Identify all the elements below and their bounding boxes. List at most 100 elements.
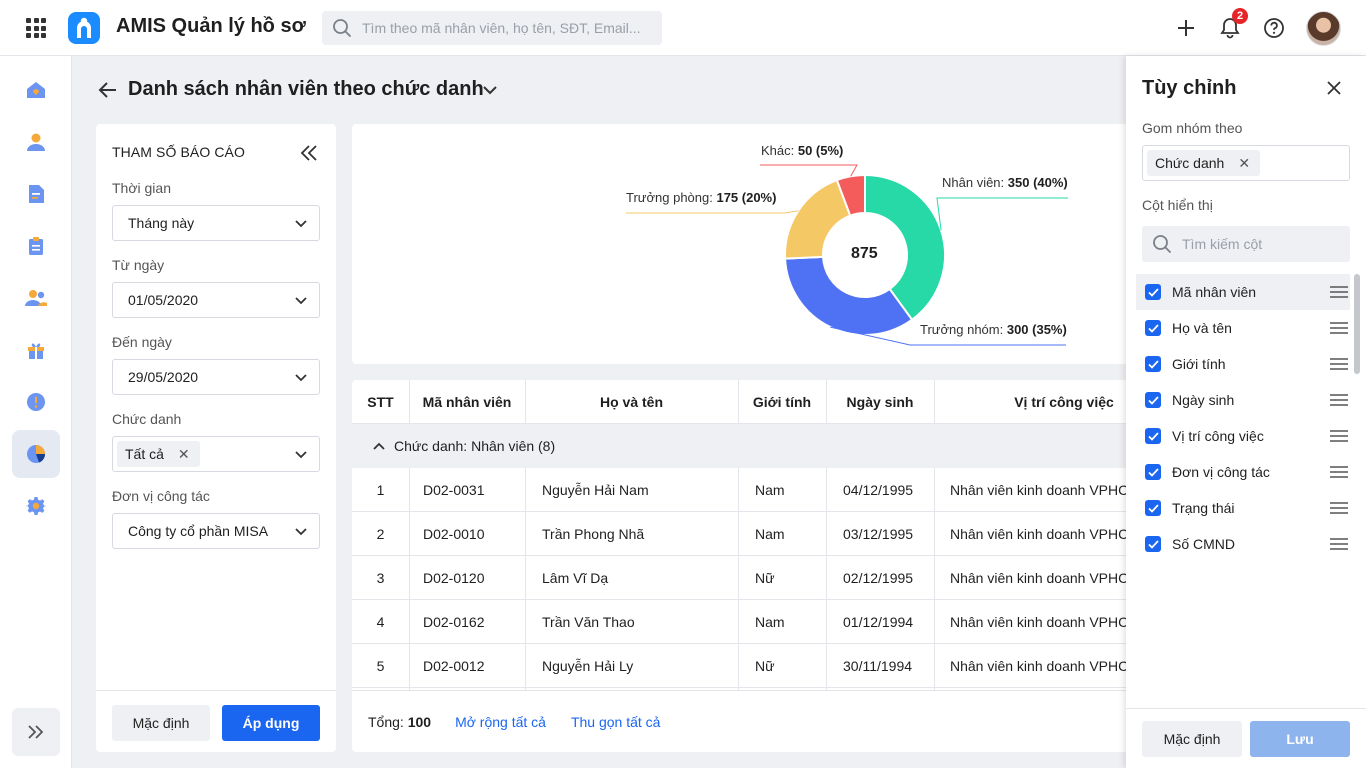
time-select[interactable]: Tháng này bbox=[112, 205, 320, 241]
notification-bell-icon[interactable]: 2 bbox=[1216, 8, 1248, 42]
column-item[interactable]: Ngày sinh bbox=[1136, 382, 1350, 418]
time-value: Tháng này bbox=[128, 215, 195, 231]
column-checkbox[interactable] bbox=[1145, 356, 1161, 372]
table-row[interactable]: 4 D02-0162 Trần Văn Thao Nam 01/12/1994 Nhân … bbox=[352, 600, 1152, 644]
row-full-name: Lâm Vĩ Dạ bbox=[542, 570, 609, 586]
group-by-tag-label: Chức danh bbox=[1155, 155, 1225, 171]
expand-nav-button[interactable] bbox=[12, 708, 60, 756]
app-grid-icon[interactable] bbox=[26, 18, 46, 38]
drag-handle-icon[interactable] bbox=[1330, 429, 1348, 443]
search-icon bbox=[1153, 235, 1171, 253]
drag-handle-icon[interactable] bbox=[1330, 285, 1348, 299]
column-item[interactable]: Giới tính bbox=[1136, 346, 1350, 382]
column-item[interactable]: Họ và tên bbox=[1136, 310, 1350, 346]
document-icon[interactable] bbox=[12, 170, 60, 218]
table-row[interactable]: 3 D02-0120 Lâm Vĩ Dạ Nữ 02/12/1995 Nhân viên … bbox=[352, 556, 1152, 600]
column-checkbox[interactable] bbox=[1145, 536, 1161, 552]
slice-label-value: 175 (20%) bbox=[716, 190, 777, 205]
collapse-all-link[interactable]: Thu gọn tất cả bbox=[570, 713, 661, 730]
person-icon[interactable] bbox=[12, 118, 60, 166]
column-item-label: Ngày sinh bbox=[1172, 392, 1235, 408]
chevron-down-icon[interactable] bbox=[480, 80, 500, 100]
column-item-label: Mã nhân viên bbox=[1172, 284, 1257, 300]
report-pie-icon[interactable] bbox=[12, 430, 60, 478]
job-title-select[interactable]: Tất cả ✕ bbox=[112, 436, 320, 472]
column-header[interactable]: STT bbox=[367, 394, 394, 410]
apply-button[interactable]: Áp dụng bbox=[222, 705, 320, 741]
group-icon[interactable] bbox=[12, 274, 60, 322]
global-search[interactable] bbox=[322, 11, 662, 45]
remove-tag-icon[interactable]: ✕ bbox=[177, 445, 190, 462]
to-date-select[interactable]: 29/05/2020 bbox=[112, 359, 320, 395]
home-icon[interactable] bbox=[12, 66, 60, 114]
collapse-panel-icon[interactable] bbox=[298, 142, 320, 164]
drag-handle-icon[interactable] bbox=[1330, 537, 1348, 551]
column-item[interactable]: Đơn vị công tác bbox=[1136, 454, 1350, 490]
remove-tag-icon[interactable]: ✕ bbox=[1238, 154, 1251, 171]
column-header[interactable]: Ngày sinh bbox=[846, 394, 914, 410]
save-button[interactable]: Lưu bbox=[1250, 721, 1350, 757]
column-checkbox[interactable] bbox=[1145, 320, 1161, 336]
column-item[interactable]: Mã nhân viên bbox=[1136, 274, 1350, 310]
column-item[interactable]: Số CMND bbox=[1136, 526, 1350, 562]
column-header[interactable]: Họ và tên bbox=[599, 394, 663, 410]
search-input[interactable] bbox=[362, 20, 652, 36]
chevron-up-icon[interactable] bbox=[372, 439, 386, 453]
slice-label-value: 350 (40%) bbox=[1007, 175, 1068, 190]
from-date-select[interactable]: 01/05/2020 bbox=[112, 282, 320, 318]
column-list-scrollbar[interactable] bbox=[1354, 274, 1360, 374]
table-header: STT Mã nhân viên Họ và tên Giới tính Ngà… bbox=[352, 380, 1152, 424]
column-checkbox[interactable] bbox=[1145, 392, 1161, 408]
customize-default-button[interactable]: Mặc định bbox=[1142, 721, 1242, 757]
column-search-input[interactable] bbox=[1182, 236, 1342, 252]
column-item-label: Đơn vị công tác bbox=[1172, 464, 1270, 480]
column-checkbox[interactable] bbox=[1145, 284, 1161, 300]
column-item[interactable]: Vị trí công việc bbox=[1136, 418, 1350, 454]
column-header[interactable]: Vị trí công việc bbox=[1014, 394, 1114, 410]
drag-handle-icon[interactable] bbox=[1330, 501, 1348, 515]
donut-slice[interactable] bbox=[835, 173, 866, 217]
row-employee-code: D02-0120 bbox=[423, 570, 485, 586]
user-avatar[interactable] bbox=[1306, 11, 1341, 46]
group-row[interactable]: Chức danh: Nhân viên (8) bbox=[352, 424, 1152, 468]
unit-select[interactable]: Công ty cổ phần MISA bbox=[112, 513, 320, 549]
column-checkbox[interactable] bbox=[1145, 500, 1161, 516]
add-icon[interactable] bbox=[1172, 14, 1200, 42]
gear-icon[interactable] bbox=[12, 482, 60, 530]
column-checkbox[interactable] bbox=[1145, 428, 1161, 444]
table-row[interactable]: 2 D02-0010 Trần Phong Nhã Nam 03/12/1995 Nhân… bbox=[352, 512, 1152, 556]
help-icon[interactable] bbox=[1260, 14, 1288, 42]
row-stt: 2 bbox=[376, 526, 385, 542]
expand-all-link[interactable]: Mở rộng tất cả bbox=[455, 713, 546, 730]
column-item-label: Vị trí công việc bbox=[1172, 428, 1264, 444]
donut-slice[interactable] bbox=[864, 173, 946, 322]
page-title: Danh sách nhân viên theo chức danh bbox=[128, 78, 484, 100]
table-row[interactable]: 5 D02-0012 Nguyễn Hải Ly Nữ 30/11/1994 Nhân v… bbox=[352, 644, 1152, 688]
app-logo[interactable] bbox=[68, 12, 100, 44]
clipboard-icon[interactable] bbox=[12, 222, 60, 270]
back-arrow-icon[interactable] bbox=[96, 78, 120, 102]
table-row[interactable]: 1 D02-0031 Nguyễn Hải Nam Nam 04/12/1995 Nhân… bbox=[352, 468, 1152, 512]
gift-icon[interactable] bbox=[12, 326, 60, 374]
alert-icon[interactable] bbox=[12, 378, 60, 426]
column-header[interactable]: Mã nhân viên bbox=[422, 394, 512, 410]
drag-handle-icon[interactable] bbox=[1330, 357, 1348, 371]
unit-label: Đơn vị công tác bbox=[112, 488, 210, 504]
table-total: Tổng: 100 bbox=[368, 713, 432, 730]
donut-chart-card: 875 Nhân viên: 350 (40%) Trưởng nhóm: 300… bbox=[352, 124, 1152, 364]
column-item[interactable]: Trạng thái bbox=[1136, 490, 1350, 526]
group-by-select[interactable]: Chức danh ✕ bbox=[1142, 145, 1350, 181]
close-icon[interactable] bbox=[1324, 78, 1344, 98]
job-title-tag: Tất cả ✕ bbox=[117, 441, 200, 467]
drag-handle-icon[interactable] bbox=[1330, 465, 1348, 479]
group-by-label: Gom nhóm theo bbox=[1142, 120, 1243, 136]
column-item-label: Họ và tên bbox=[1172, 320, 1232, 336]
default-button[interactable]: Mặc định bbox=[112, 705, 210, 741]
column-checkbox[interactable] bbox=[1145, 464, 1161, 480]
slice-label: Trưởng nhóm: 300 (35%) bbox=[920, 322, 1067, 337]
column-header[interactable]: Giới tính bbox=[752, 394, 812, 410]
drag-handle-icon[interactable] bbox=[1330, 393, 1348, 407]
drag-handle-icon[interactable] bbox=[1330, 321, 1348, 335]
column-search[interactable] bbox=[1142, 226, 1350, 262]
donut-slice[interactable] bbox=[784, 255, 914, 336]
